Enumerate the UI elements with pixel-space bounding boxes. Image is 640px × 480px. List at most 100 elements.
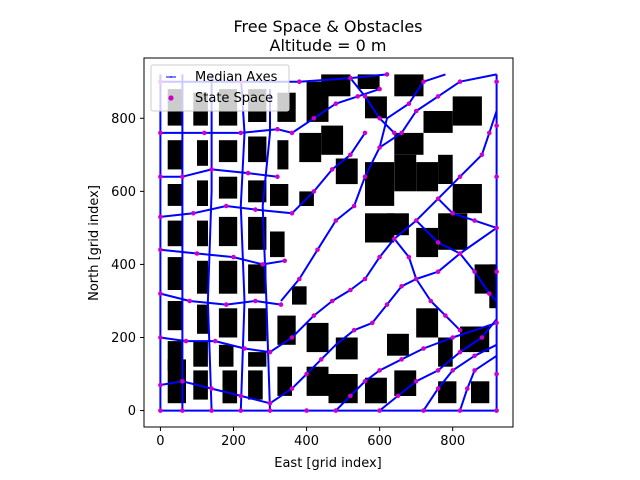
state-space-point-87 bbox=[435, 269, 441, 275]
y-axis-label: North [grid index] bbox=[87, 185, 102, 301]
median-axis-line-28 bbox=[459, 252, 498, 302]
median-axis-line-26 bbox=[437, 197, 497, 229]
y-axis: 0 200 400 600 800 bbox=[111, 112, 144, 419]
state-space-point-10 bbox=[494, 408, 499, 413]
y-tick-label-400: 400 bbox=[111, 258, 136, 273]
state-space-point-109 bbox=[421, 79, 426, 84]
state-space-point-42 bbox=[253, 298, 258, 304]
median-axis-line-34 bbox=[393, 238, 418, 280]
state-space-point-85 bbox=[399, 284, 404, 289]
state-space-point-23 bbox=[494, 174, 499, 179]
state-space-point-21 bbox=[494, 269, 499, 275]
median-axis-line-13 bbox=[239, 74, 246, 411]
obstacle-61 bbox=[416, 227, 439, 258]
state-space-point-98 bbox=[479, 335, 485, 340]
x-tick-label-600: 600 bbox=[367, 434, 392, 449]
state-space-point-123 bbox=[348, 152, 353, 158]
state-space-point-82 bbox=[351, 327, 357, 333]
state-space-point-92 bbox=[421, 346, 426, 351]
chart-subtitle: Altitude = 0 m bbox=[270, 36, 387, 55]
obstacle-11 bbox=[218, 308, 238, 338]
state-space-layer bbox=[158, 72, 499, 413]
state-space-point-103 bbox=[472, 368, 477, 373]
state-space-point-64 bbox=[202, 130, 207, 136]
y-tick-label-200: 200 bbox=[111, 331, 136, 346]
state-space-point-43 bbox=[278, 302, 284, 307]
state-space-point-35 bbox=[242, 346, 247, 351]
state-space-point-104 bbox=[399, 130, 404, 136]
obstacle-33 bbox=[248, 136, 267, 163]
median-axis-line-5 bbox=[160, 168, 278, 178]
obstacle-32 bbox=[218, 140, 238, 163]
state-space-point-115 bbox=[472, 269, 477, 275]
obstacle-15 bbox=[197, 260, 208, 294]
obstacle-31 bbox=[197, 140, 208, 166]
state-space-point-2 bbox=[209, 408, 214, 413]
state-space-point-9 bbox=[457, 408, 463, 413]
state-space-point-76 bbox=[348, 287, 353, 293]
obstacle-2 bbox=[222, 370, 238, 404]
state-space-point-118 bbox=[479, 152, 485, 158]
obstacle-70 bbox=[365, 96, 387, 119]
state-space-point-94 bbox=[395, 393, 401, 399]
state-space-point-56 bbox=[311, 189, 317, 194]
state-space-point-71 bbox=[297, 79, 302, 84]
state-space-point-30 bbox=[289, 386, 295, 391]
obstacle-45 bbox=[394, 154, 417, 192]
obstacle-60 bbox=[474, 264, 497, 294]
state-space-point-31 bbox=[304, 371, 309, 377]
state-space-point-13 bbox=[158, 291, 163, 296]
state-space-point-28 bbox=[238, 393, 244, 399]
obstacle-21 bbox=[218, 216, 238, 247]
state-space-point-110 bbox=[450, 211, 456, 216]
chart-title: Free Space & Obstacles bbox=[233, 17, 422, 36]
obstacle-6 bbox=[193, 341, 208, 367]
state-space-point-40 bbox=[187, 298, 192, 304]
obstacle-10 bbox=[197, 304, 208, 334]
obstacle-27 bbox=[248, 180, 267, 203]
obstacle-53 bbox=[416, 308, 439, 338]
y-tick-label-800: 800 bbox=[111, 112, 136, 127]
legend-median-axes-label: Median Axes bbox=[195, 70, 278, 85]
obstacle-50 bbox=[306, 322, 329, 353]
obstacle-56 bbox=[394, 370, 417, 396]
state-space-point-81 bbox=[435, 196, 441, 201]
median-axis-line-12 bbox=[206, 74, 213, 411]
obstacle-66 bbox=[438, 154, 453, 184]
obstacle-18 bbox=[292, 286, 307, 305]
plot-frame bbox=[143, 57, 514, 428]
state-space-point-78 bbox=[377, 254, 382, 260]
median-axis-line-14 bbox=[261, 89, 271, 411]
state-space-point-53 bbox=[223, 203, 229, 209]
state-space-point-37 bbox=[289, 335, 295, 340]
state-space-point-127 bbox=[406, 254, 412, 260]
obstacle-22 bbox=[248, 216, 267, 250]
state-space-point-122 bbox=[392, 130, 397, 136]
x-tick-label-200: 200 bbox=[221, 434, 246, 449]
state-space-point-63 bbox=[377, 145, 382, 150]
state-space-point-105 bbox=[413, 108, 419, 114]
obstacle-41 bbox=[299, 132, 322, 163]
state-space-point-54 bbox=[253, 207, 258, 212]
obstacle-26 bbox=[218, 176, 238, 199]
x-tick-label-800: 800 bbox=[440, 434, 465, 449]
state-space-point-25 bbox=[494, 79, 499, 84]
legend-state-space-marker bbox=[168, 95, 174, 101]
state-space-point-66 bbox=[275, 126, 280, 132]
obstacle-17 bbox=[248, 264, 267, 294]
state-space-point-106 bbox=[435, 94, 441, 99]
state-space-point-84 bbox=[384, 302, 390, 307]
state-space-point-8 bbox=[421, 408, 426, 413]
state-space-point-14 bbox=[158, 247, 163, 253]
state-space-point-124 bbox=[362, 130, 368, 136]
obstacle-63 bbox=[452, 184, 482, 214]
state-space-point-93 bbox=[450, 335, 456, 340]
state-space-point-33 bbox=[183, 338, 189, 344]
state-space-point-125 bbox=[435, 240, 441, 245]
obstacle-24 bbox=[167, 184, 183, 206]
state-space-point-24 bbox=[494, 123, 499, 128]
legend-state-space-label: State Space bbox=[195, 91, 273, 106]
x-axis-label: East [grid index] bbox=[274, 456, 382, 471]
state-space-point-74 bbox=[355, 94, 361, 99]
state-space-point-80 bbox=[413, 218, 419, 223]
